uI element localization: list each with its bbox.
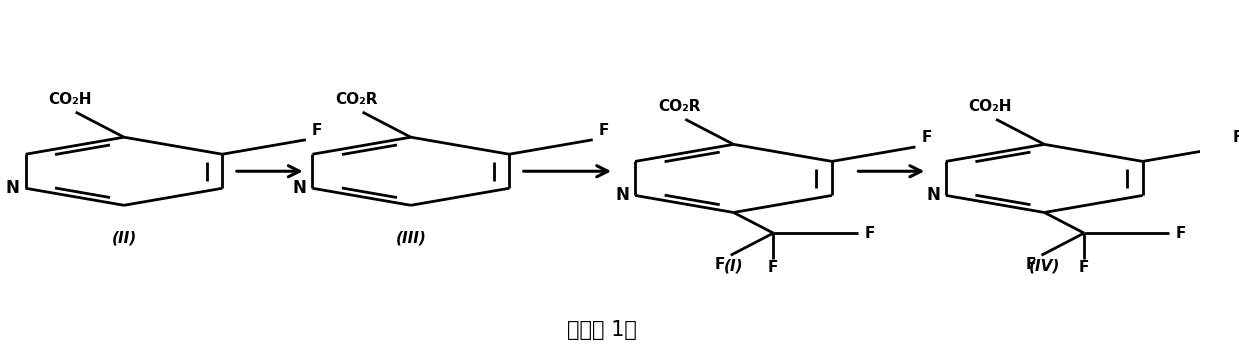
Text: (IV): (IV) [1028,259,1061,274]
Text: F: F [598,123,610,138]
Text: 反应式 1。: 反应式 1。 [567,320,637,340]
Text: F: F [1176,226,1186,241]
Text: (II): (II) [112,230,136,245]
Text: F: F [1079,261,1089,276]
Text: N: N [6,179,20,197]
Text: N: N [616,186,629,205]
Text: F: F [715,257,725,272]
Text: F: F [1233,130,1239,145]
Text: F: F [1025,257,1036,272]
Text: F: F [865,226,875,241]
Text: F: F [312,123,322,138]
Text: CO₂R: CO₂R [658,99,700,114]
Text: F: F [922,130,932,145]
Text: N: N [292,179,306,197]
Text: CO₂H: CO₂H [48,92,92,107]
Text: (III): (III) [395,230,426,245]
Text: (I): (I) [724,259,743,274]
Text: CO₂H: CO₂H [969,99,1012,114]
Text: F: F [768,261,778,276]
Text: N: N [926,186,940,205]
Text: CO₂R: CO₂R [336,92,378,107]
